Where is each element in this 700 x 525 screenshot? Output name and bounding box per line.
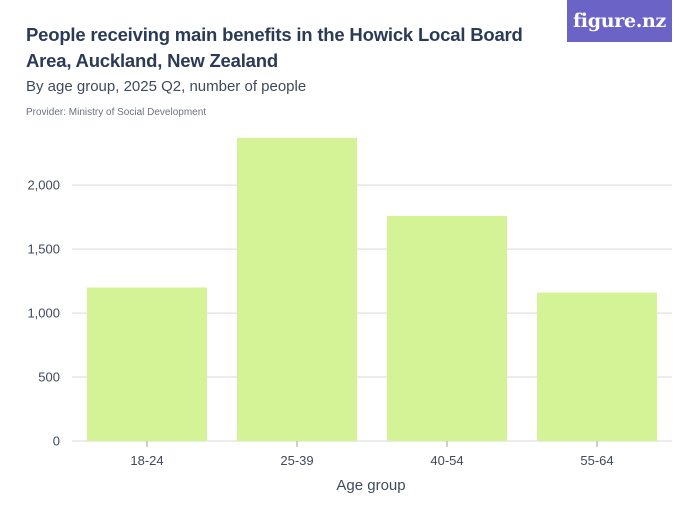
y-tick-label: 500 <box>38 370 60 385</box>
x-tick-label: 40-54 <box>430 453 463 468</box>
x-axis-ticks: 18-24 25-39 40-54 55-64 <box>130 441 613 468</box>
y-tick-label: 0 <box>53 434 60 449</box>
x-tick-label: 25-39 <box>280 453 313 468</box>
y-tick-label: 1,500 <box>27 242 60 257</box>
bar-55-64[interactable] <box>537 293 657 441</box>
bar-18-24[interactable] <box>87 288 207 442</box>
bar-40-54[interactable] <box>387 216 507 441</box>
x-tick-label: 18-24 <box>130 453 163 468</box>
x-axis-title: Age group <box>336 477 405 494</box>
bar-25-39[interactable] <box>237 138 357 441</box>
bars <box>87 138 657 441</box>
x-tick-label: 55-64 <box>580 453 613 468</box>
y-tick-label: 2,000 <box>27 178 60 193</box>
y-axis-ticks: 0 500 1,000 1,500 2,000 <box>27 178 60 449</box>
y-tick-label: 1,000 <box>27 306 60 321</box>
